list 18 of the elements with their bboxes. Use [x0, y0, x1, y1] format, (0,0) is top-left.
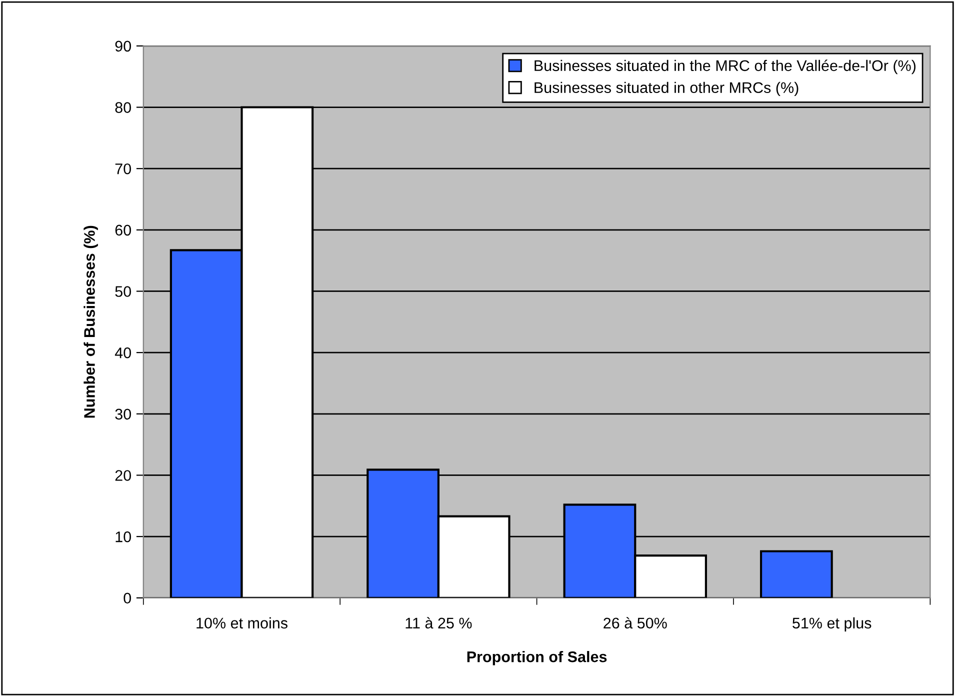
- y-tick-label: 30: [115, 408, 131, 420]
- y-tick-label: 40: [114, 347, 131, 358]
- legend-label: Businesses situated in the MRC of the Vallée-de-l'Or (%): [534, 60, 916, 74]
- y-tick-label: 90: [115, 40, 131, 52]
- x-tick-label: 11 à 25 %: [406, 617, 472, 629]
- x-axis-title: Proportion of Sales: [467, 650, 607, 666]
- y-tick-label: 60: [115, 224, 131, 236]
- x-tick-label: 26 à 50%: [604, 617, 667, 629]
- y-tick-label: 80: [115, 102, 131, 113]
- y-tick-label: 0: [124, 592, 131, 604]
- y-tick-label: 50: [115, 286, 131, 297]
- y-tick-label: 10: [116, 531, 131, 542]
- y-tick-label: 20: [115, 470, 131, 481]
- x-tick-label: 10% et moins: [196, 617, 288, 629]
- legend-label: Businesses situated in other MRCs (%): [534, 82, 798, 96]
- x-tick-label: 51% et plus: [792, 617, 872, 632]
- y-axis-title: Number of Businesses (%): [84, 226, 98, 418]
- y-tick-label: 70: [115, 163, 131, 174]
